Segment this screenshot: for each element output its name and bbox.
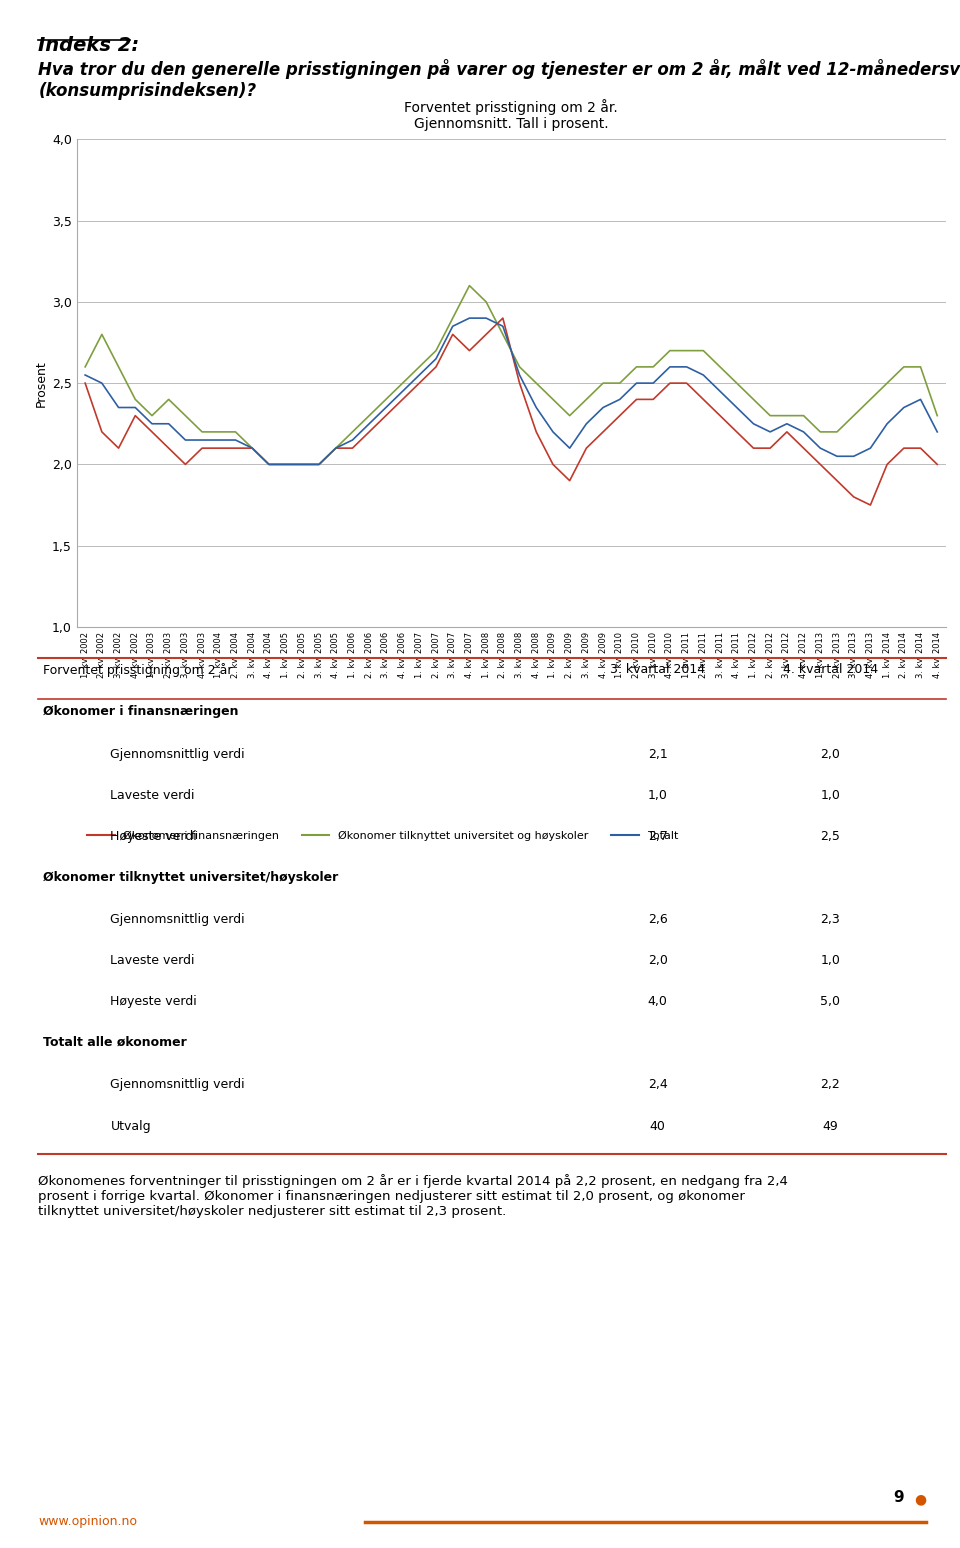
Text: www.opinion.no: www.opinion.no bbox=[38, 1515, 137, 1528]
Text: 1,0: 1,0 bbox=[821, 788, 840, 802]
Text: Totalt alle økonomer: Totalt alle økonomer bbox=[43, 1036, 187, 1050]
Text: Gjennomsnittlig verdi: Gjennomsnittlig verdi bbox=[110, 1079, 245, 1091]
Text: 9: 9 bbox=[893, 1489, 903, 1505]
Text: 2,2: 2,2 bbox=[821, 1079, 840, 1091]
Text: 4,0: 4,0 bbox=[648, 995, 667, 1008]
Text: 2,0: 2,0 bbox=[821, 748, 840, 760]
Text: 40: 40 bbox=[650, 1119, 665, 1133]
Text: Laveste verdi: Laveste verdi bbox=[110, 788, 195, 802]
Text: 2,5: 2,5 bbox=[821, 830, 840, 842]
Text: Hva tror du den generelle prisstigningen på varer og tjenester er om 2 år, målt : Hva tror du den generelle prisstigningen… bbox=[38, 59, 960, 99]
Text: 2,6: 2,6 bbox=[648, 913, 667, 926]
Text: 1,0: 1,0 bbox=[821, 954, 840, 968]
Text: Gjennomsnittlig verdi: Gjennomsnittlig verdi bbox=[110, 913, 245, 926]
Text: 5,0: 5,0 bbox=[821, 995, 840, 1008]
Text: 1,0: 1,0 bbox=[648, 788, 667, 802]
Text: Høyeste verdi: Høyeste verdi bbox=[110, 830, 197, 842]
Text: Økonomenes forventninger til prisstigningen om 2 år er i fjerde kvartal 2014 på : Økonomenes forventninger til prisstignin… bbox=[38, 1175, 788, 1218]
Text: 2,7: 2,7 bbox=[648, 830, 667, 842]
Text: 2,0: 2,0 bbox=[648, 954, 667, 968]
Text: ●: ● bbox=[914, 1492, 926, 1506]
Text: 49: 49 bbox=[823, 1119, 838, 1133]
Text: Økonomer i finansnæringen: Økonomer i finansnæringen bbox=[43, 706, 239, 718]
Text: Økonomer tilknyttet universitet/høyskoler: Økonomer tilknyttet universitet/høyskole… bbox=[43, 870, 339, 884]
Y-axis label: Prosent: Prosent bbox=[35, 359, 48, 407]
Text: Høyeste verdi: Høyeste verdi bbox=[110, 995, 197, 1008]
Text: 2,4: 2,4 bbox=[648, 1079, 667, 1091]
Text: 2,3: 2,3 bbox=[821, 913, 840, 926]
Text: Utvalg: Utvalg bbox=[110, 1119, 151, 1133]
Text: 4. kvartal 2014: 4. kvartal 2014 bbox=[782, 663, 878, 675]
Title: Forventet prisstigning om 2 år.
Gjennomsnitt. Tall i prosent.: Forventet prisstigning om 2 år. Gjennoms… bbox=[404, 99, 618, 132]
Text: 2,1: 2,1 bbox=[648, 748, 667, 760]
Text: Forventet prisstigning om 2 år: Forventet prisstigning om 2 år bbox=[43, 663, 232, 676]
Text: Indeks 2:: Indeks 2: bbox=[38, 36, 139, 54]
Text: Gjennomsnittlig verdi: Gjennomsnittlig verdi bbox=[110, 748, 245, 760]
Legend: Økonomer i finansnæringen, Økonomer tilknyttet universitet og høyskoler, Totalt: Økonomer i finansnæringen, Økonomer tilk… bbox=[83, 827, 683, 845]
Text: Laveste verdi: Laveste verdi bbox=[110, 954, 195, 968]
Text: 3. kvartal 2014: 3. kvartal 2014 bbox=[610, 663, 706, 675]
